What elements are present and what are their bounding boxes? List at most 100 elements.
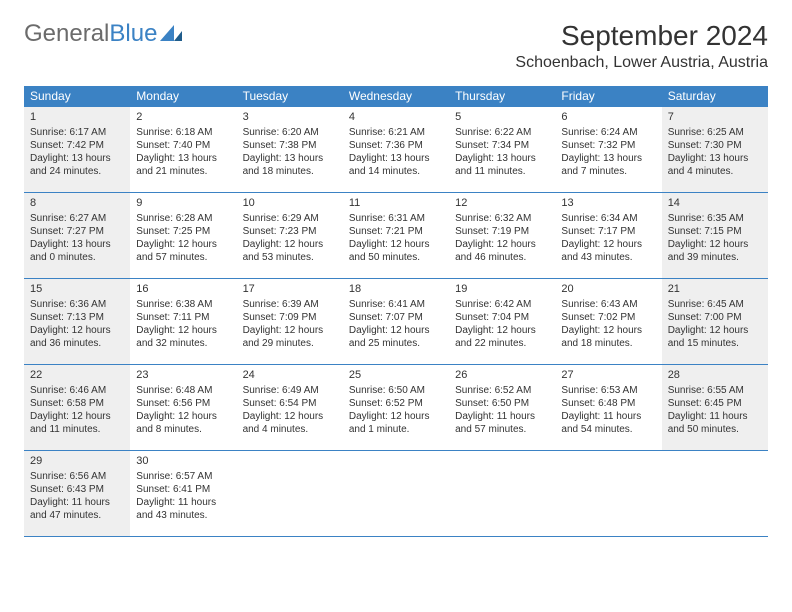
daylight-line-2: and 54 minutes. — [561, 423, 655, 436]
daylight-line-2: and 57 minutes. — [455, 423, 549, 436]
daylight-line-2: and 1 minute. — [349, 423, 443, 436]
day-number: 27 — [561, 368, 655, 382]
calendar-cell: 21Sunrise: 6:45 AMSunset: 7:00 PMDayligh… — [662, 279, 768, 365]
sunset-line: Sunset: 6:56 PM — [136, 397, 230, 410]
daylight-line-2: and 53 minutes. — [243, 251, 337, 264]
sunrise-line: Sunrise: 6:17 AM — [30, 126, 124, 139]
calendar-week: 29Sunrise: 6:56 AMSunset: 6:43 PMDayligh… — [24, 451, 768, 537]
calendar-cell: 6Sunrise: 6:24 AMSunset: 7:32 PMDaylight… — [555, 107, 661, 193]
calendar-cell — [662, 451, 768, 537]
day-number: 20 — [561, 282, 655, 296]
day-number: 23 — [136, 368, 230, 382]
daylight-line-2: and 24 minutes. — [30, 165, 124, 178]
sunset-line: Sunset: 7:13 PM — [30, 311, 124, 324]
day-number: 21 — [668, 282, 762, 296]
daylight-line-1: Daylight: 12 hours — [561, 238, 655, 251]
sunrise-line: Sunrise: 6:43 AM — [561, 298, 655, 311]
calendar-cell: 9Sunrise: 6:28 AMSunset: 7:25 PMDaylight… — [130, 193, 236, 279]
sunset-line: Sunset: 7:02 PM — [561, 311, 655, 324]
calendar-body: 1Sunrise: 6:17 AMSunset: 7:42 PMDaylight… — [24, 107, 768, 537]
day-number: 22 — [30, 368, 124, 382]
day-number: 13 — [561, 196, 655, 210]
daylight-line-1: Daylight: 13 hours — [561, 152, 655, 165]
sunrise-line: Sunrise: 6:53 AM — [561, 384, 655, 397]
day-number: 25 — [349, 368, 443, 382]
sunrise-line: Sunrise: 6:39 AM — [243, 298, 337, 311]
day-header: Wednesday — [343, 86, 449, 107]
calendar-cell — [343, 451, 449, 537]
daylight-line-2: and 8 minutes. — [136, 423, 230, 436]
calendar-cell: 23Sunrise: 6:48 AMSunset: 6:56 PMDayligh… — [130, 365, 236, 451]
day-number: 26 — [455, 368, 549, 382]
day-number: 15 — [30, 282, 124, 296]
day-number: 7 — [668, 110, 762, 124]
day-number: 5 — [455, 110, 549, 124]
sunset-line: Sunset: 6:48 PM — [561, 397, 655, 410]
sunset-line: Sunset: 7:34 PM — [455, 139, 549, 152]
daylight-line-1: Daylight: 13 hours — [349, 152, 443, 165]
calendar-cell: 3Sunrise: 6:20 AMSunset: 7:38 PMDaylight… — [237, 107, 343, 193]
daylight-line-1: Daylight: 12 hours — [668, 238, 762, 251]
daylight-line-1: Daylight: 12 hours — [136, 324, 230, 337]
calendar-cell: 12Sunrise: 6:32 AMSunset: 7:19 PMDayligh… — [449, 193, 555, 279]
calendar-cell: 15Sunrise: 6:36 AMSunset: 7:13 PMDayligh… — [24, 279, 130, 365]
calendar-cell: 24Sunrise: 6:49 AMSunset: 6:54 PMDayligh… — [237, 365, 343, 451]
sunrise-line: Sunrise: 6:29 AM — [243, 212, 337, 225]
sunrise-line: Sunrise: 6:55 AM — [668, 384, 762, 397]
sunrise-line: Sunrise: 6:31 AM — [349, 212, 443, 225]
day-header: Sunday — [24, 86, 130, 107]
calendar-cell: 16Sunrise: 6:38 AMSunset: 7:11 PMDayligh… — [130, 279, 236, 365]
daylight-line-1: Daylight: 12 hours — [30, 410, 124, 423]
day-number: 29 — [30, 454, 124, 468]
daylight-line-1: Daylight: 12 hours — [243, 324, 337, 337]
day-number: 24 — [243, 368, 337, 382]
daylight-line-1: Daylight: 12 hours — [455, 324, 549, 337]
daylight-line-1: Daylight: 12 hours — [349, 238, 443, 251]
daylight-line-2: and 47 minutes. — [30, 509, 124, 522]
calendar-cell — [555, 451, 661, 537]
sunrise-line: Sunrise: 6:36 AM — [30, 298, 124, 311]
day-number: 6 — [561, 110, 655, 124]
sunrise-line: Sunrise: 6:57 AM — [136, 470, 230, 483]
calendar-cell: 29Sunrise: 6:56 AMSunset: 6:43 PMDayligh… — [24, 451, 130, 537]
daylight-line-2: and 14 minutes. — [349, 165, 443, 178]
logo: GeneralBlue — [24, 20, 182, 48]
calendar-cell: 10Sunrise: 6:29 AMSunset: 7:23 PMDayligh… — [237, 193, 343, 279]
sunrise-line: Sunrise: 6:42 AM — [455, 298, 549, 311]
day-number: 8 — [30, 196, 124, 210]
sunset-line: Sunset: 7:04 PM — [455, 311, 549, 324]
sunset-line: Sunset: 7:30 PM — [668, 139, 762, 152]
calendar-week: 22Sunrise: 6:46 AMSunset: 6:58 PMDayligh… — [24, 365, 768, 451]
sunrise-line: Sunrise: 6:49 AM — [243, 384, 337, 397]
day-header: Saturday — [662, 86, 768, 107]
daylight-line-2: and 29 minutes. — [243, 337, 337, 350]
day-header: Tuesday — [237, 86, 343, 107]
daylight-line-2: and 18 minutes. — [243, 165, 337, 178]
calendar-cell — [237, 451, 343, 537]
sunset-line: Sunset: 6:43 PM — [30, 483, 124, 496]
daylight-line-1: Daylight: 11 hours — [668, 410, 762, 423]
daylight-line-1: Daylight: 12 hours — [136, 410, 230, 423]
sunrise-line: Sunrise: 6:35 AM — [668, 212, 762, 225]
day-header: Thursday — [449, 86, 555, 107]
sunset-line: Sunset: 7:09 PM — [243, 311, 337, 324]
calendar-cell: 11Sunrise: 6:31 AMSunset: 7:21 PMDayligh… — [343, 193, 449, 279]
day-number: 2 — [136, 110, 230, 124]
sunset-line: Sunset: 7:21 PM — [349, 225, 443, 238]
calendar-cell — [449, 451, 555, 537]
daylight-line-2: and 4 minutes. — [243, 423, 337, 436]
sunset-line: Sunset: 7:25 PM — [136, 225, 230, 238]
daylight-line-2: and 39 minutes. — [668, 251, 762, 264]
sunset-line: Sunset: 7:32 PM — [561, 139, 655, 152]
daylight-line-2: and 43 minutes. — [561, 251, 655, 264]
sunrise-line: Sunrise: 6:56 AM — [30, 470, 124, 483]
sunrise-line: Sunrise: 6:34 AM — [561, 212, 655, 225]
daylight-line-1: Daylight: 12 hours — [349, 410, 443, 423]
daylight-line-1: Daylight: 12 hours — [243, 410, 337, 423]
daylight-line-2: and 25 minutes. — [349, 337, 443, 350]
logo-icon — [160, 20, 182, 48]
sunrise-line: Sunrise: 6:45 AM — [668, 298, 762, 311]
calendar-cell: 1Sunrise: 6:17 AMSunset: 7:42 PMDaylight… — [24, 107, 130, 193]
sunrise-line: Sunrise: 6:22 AM — [455, 126, 549, 139]
sunset-line: Sunset: 7:40 PM — [136, 139, 230, 152]
